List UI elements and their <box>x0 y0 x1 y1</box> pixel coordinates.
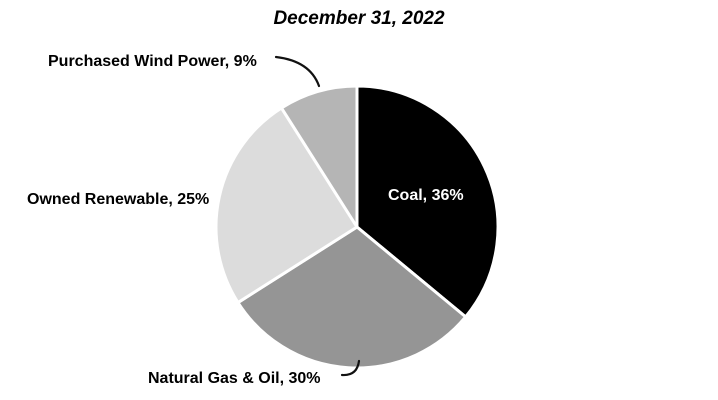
pie-slices <box>214 84 500 370</box>
leader-line-purchased-wind-power <box>274 55 321 88</box>
pie-slice-coal <box>355 84 500 319</box>
data-label-purchased-wind-power: Purchased Wind Power, 9% <box>48 53 257 70</box>
pie-slice-natural-gas-oil <box>236 225 468 370</box>
pie-slice-owned-renewable <box>214 106 359 305</box>
data-label-coal: Coal, 36% <box>388 187 464 204</box>
data-label-natural-gas-oil: Natural Gas & Oil, 30% <box>148 370 321 387</box>
chart-title: December 31, 2022 <box>273 8 445 29</box>
pie-slice-purchased-wind-power <box>279 84 359 229</box>
data-label-owned-renewable: Owned Renewable, 25% <box>27 191 210 208</box>
leader-line-natural-gas-oil <box>340 359 361 377</box>
